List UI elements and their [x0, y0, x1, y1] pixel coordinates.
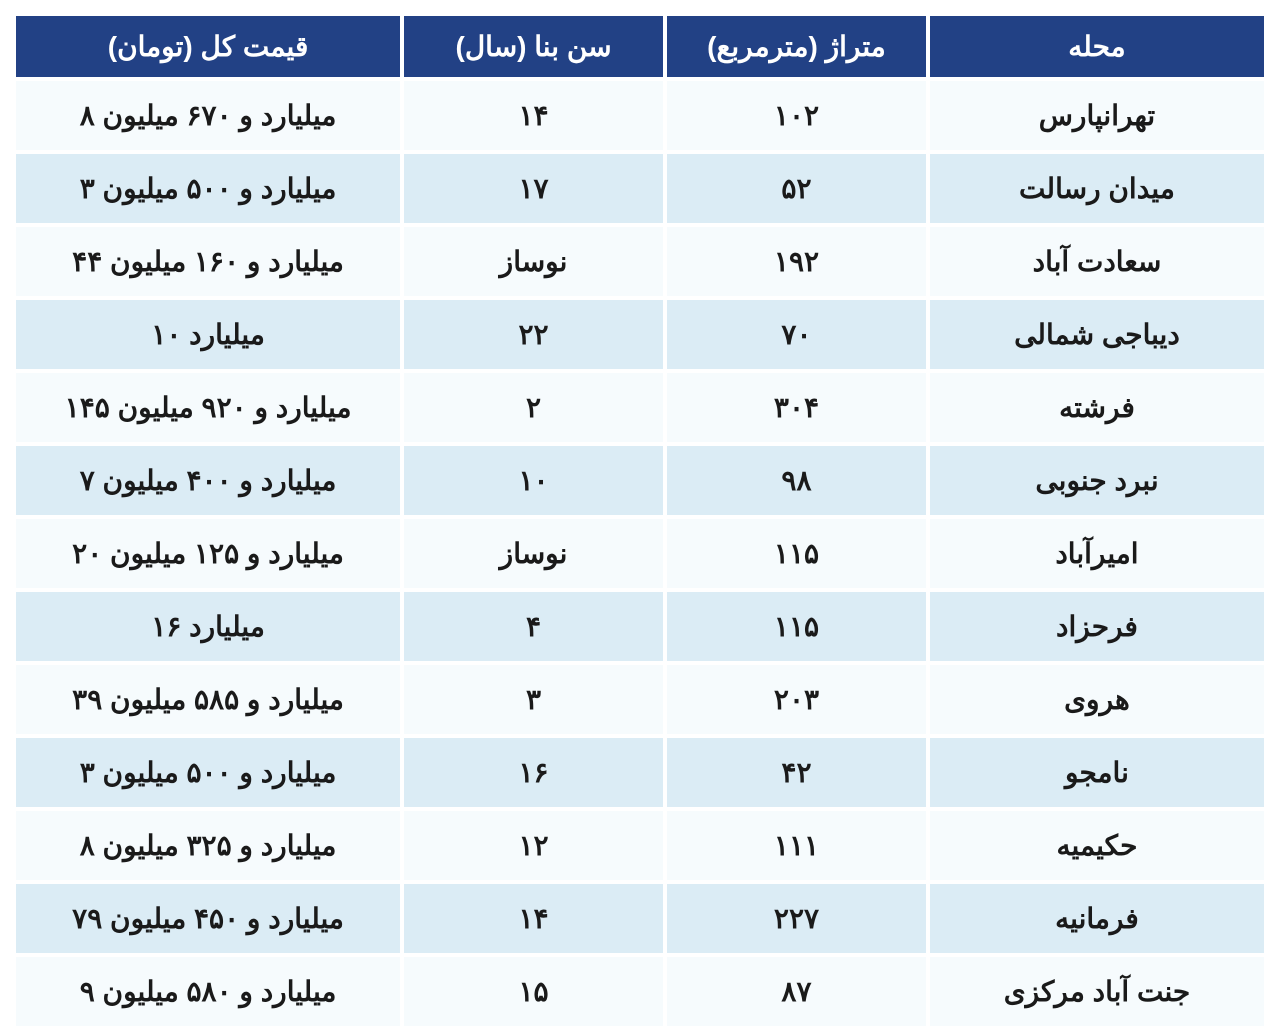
- cell-area: ۳۰۴: [665, 371, 928, 444]
- cell-age: ۲۲: [402, 298, 665, 371]
- cell-loc: هروی: [928, 663, 1266, 736]
- table-row: ۷۹ میلیارد و ۴۵۰ میلیون ۱۴ ۲۲۷ فرمانیه: [14, 882, 1266, 955]
- table-row: ۸ میلیارد و ۳۲۵ میلیون ۱۲ ۱۱۱ حکیمیه: [14, 809, 1266, 882]
- cell-area: ۷۰: [665, 298, 928, 371]
- cell-price: ۱۴۵ میلیارد و ۹۲۰ میلیون: [14, 371, 402, 444]
- table-header-row: قیمت کل (تومان) سن بنا (سال) متراژ (مترم…: [14, 14, 1266, 79]
- cell-area: ۱۱۵: [665, 590, 928, 663]
- table-row: ۱۶ میلیارد ۴ ۱۱۵ فرحزاد: [14, 590, 1266, 663]
- cell-age: ۱۵: [402, 955, 665, 1028]
- cell-age: نوساز: [402, 517, 665, 590]
- col-header-price: قیمت کل (تومان): [14, 14, 402, 79]
- cell-area: ۱۰۲: [665, 79, 928, 152]
- cell-age: نوساز: [402, 225, 665, 298]
- table-row: ۷ میلیارد و ۴۰۰ میلیون ۱۰ ۹۸ نبرد جنوبی: [14, 444, 1266, 517]
- cell-loc: نبرد جنوبی: [928, 444, 1266, 517]
- cell-area: ۹۸: [665, 444, 928, 517]
- col-header-loc: محله: [928, 14, 1266, 79]
- table-row: ۱۴۵ میلیارد و ۹۲۰ میلیون ۲ ۳۰۴ فرشته: [14, 371, 1266, 444]
- cell-area: ۱۱۱: [665, 809, 928, 882]
- cell-price: ۸ میلیارد و ۳۲۵ میلیون: [14, 809, 402, 882]
- cell-area: ۱۱۵: [665, 517, 928, 590]
- cell-loc: حکیمیه: [928, 809, 1266, 882]
- cell-area: ۲۰۳: [665, 663, 928, 736]
- cell-price: ۱۶ میلیارد: [14, 590, 402, 663]
- cell-price: ۳ میلیارد و ۵۰۰ میلیون: [14, 152, 402, 225]
- cell-loc: دیباجی شمالی: [928, 298, 1266, 371]
- col-header-area: متراژ (مترمربع): [665, 14, 928, 79]
- table-row: ۲۰ میلیارد و ۱۲۵ میلیون نوساز ۱۱۵ امیرآب…: [14, 517, 1266, 590]
- cell-area: ۸۷: [665, 955, 928, 1028]
- table-body: ۸ میلیارد و ۶۷۰ میلیون ۱۴ ۱۰۲ تهرانپارس …: [14, 79, 1266, 1028]
- table-row: ۹ میلیارد و ۵۸۰ میلیون ۱۵ ۸۷ جنت آباد مر…: [14, 955, 1266, 1028]
- cell-loc: نامجو: [928, 736, 1266, 809]
- cell-area: ۵۲: [665, 152, 928, 225]
- col-header-age: سن بنا (سال): [402, 14, 665, 79]
- cell-age: ۱۷: [402, 152, 665, 225]
- price-table: قیمت کل (تومان) سن بنا (سال) متراژ (مترم…: [12, 12, 1268, 1030]
- cell-loc: جنت آباد مرکزی: [928, 955, 1266, 1028]
- cell-age: ۴: [402, 590, 665, 663]
- table-row: ۳ میلیارد و ۵۰۰ میلیون ۱۶ ۴۲ نامجو: [14, 736, 1266, 809]
- cell-price: ۷ میلیارد و ۴۰۰ میلیون: [14, 444, 402, 517]
- cell-age: ۲: [402, 371, 665, 444]
- cell-age: ۱۶: [402, 736, 665, 809]
- cell-age: ۳: [402, 663, 665, 736]
- cell-age: ۱۰: [402, 444, 665, 517]
- cell-loc: امیرآباد: [928, 517, 1266, 590]
- table-row: ۱۰ میلیارد ۲۲ ۷۰ دیباجی شمالی: [14, 298, 1266, 371]
- cell-loc: فرحزاد: [928, 590, 1266, 663]
- cell-price: ۳ میلیارد و ۵۰۰ میلیون: [14, 736, 402, 809]
- table-row: ۸ میلیارد و ۶۷۰ میلیون ۱۴ ۱۰۲ تهرانپارس: [14, 79, 1266, 152]
- cell-price: ۸ میلیارد و ۶۷۰ میلیون: [14, 79, 402, 152]
- cell-area: ۱۹۲: [665, 225, 928, 298]
- table-row: ۴۴ میلیارد و ۱۶۰ میلیون نوساز ۱۹۲ سعادت …: [14, 225, 1266, 298]
- cell-age: ۱۲: [402, 809, 665, 882]
- cell-price: ۴۴ میلیارد و ۱۶۰ میلیون: [14, 225, 402, 298]
- table-row: ۳ میلیارد و ۵۰۰ میلیون ۱۷ ۵۲ میدان رسالت: [14, 152, 1266, 225]
- cell-area: ۴۲: [665, 736, 928, 809]
- cell-loc: تهرانپارس: [928, 79, 1266, 152]
- cell-price: ۹ میلیارد و ۵۸۰ میلیون: [14, 955, 402, 1028]
- cell-price: ۲۰ میلیارد و ۱۲۵ میلیون: [14, 517, 402, 590]
- cell-loc: فرشته: [928, 371, 1266, 444]
- cell-price: ۳۹ میلیارد و ۵۸۵ میلیون: [14, 663, 402, 736]
- cell-price: ۷۹ میلیارد و ۴۵۰ میلیون: [14, 882, 402, 955]
- cell-loc: سعادت آباد: [928, 225, 1266, 298]
- cell-age: ۱۴: [402, 882, 665, 955]
- cell-age: ۱۴: [402, 79, 665, 152]
- cell-price: ۱۰ میلیارد: [14, 298, 402, 371]
- cell-loc: میدان رسالت: [928, 152, 1266, 225]
- cell-area: ۲۲۷: [665, 882, 928, 955]
- table-row: ۳۹ میلیارد و ۵۸۵ میلیون ۳ ۲۰۳ هروی: [14, 663, 1266, 736]
- cell-loc: فرمانیه: [928, 882, 1266, 955]
